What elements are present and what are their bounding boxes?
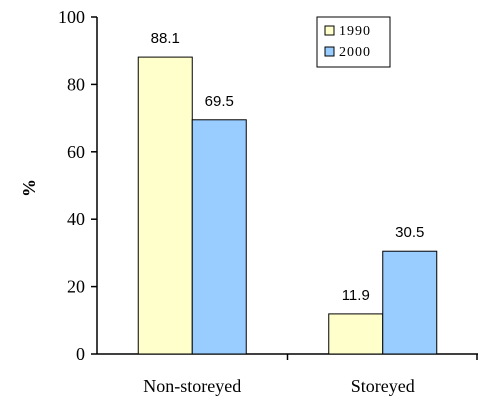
bars	[137, 56, 438, 355]
data-label: 11.9	[342, 287, 370, 304]
bar-2000-1	[382, 250, 438, 355]
legend-swatch	[324, 25, 335, 36]
y-tick-label: 20	[67, 277, 85, 297]
legend: 1990 2000	[316, 16, 391, 68]
legend-label: 2000	[339, 45, 371, 60]
y-tick-label: 0	[76, 344, 85, 364]
legend-swatch	[324, 46, 335, 57]
y-tick-label: 100	[58, 7, 85, 27]
bar-1990-1	[328, 313, 384, 355]
legend-box	[316, 16, 391, 68]
x-category-label: Storeyed	[351, 376, 415, 396]
y-tick-label: 40	[67, 209, 85, 229]
data-label: 69.5	[205, 93, 234, 110]
data-labels: 88.1 69.5 11.9 30.5	[151, 30, 425, 304]
bar-2000-0	[191, 119, 247, 355]
bar-1990-0	[137, 56, 193, 355]
y-tick-label: 60	[67, 142, 85, 162]
x-category-label: Non-storeyed	[143, 376, 241, 396]
y-tick-label: 80	[67, 74, 85, 94]
data-label: 88.1	[151, 30, 180, 47]
y-axis-label: %	[19, 179, 39, 197]
legend-label: 1990	[339, 24, 371, 39]
data-label: 30.5	[395, 224, 424, 241]
axes: 0 20 40 60 80 100 Non-storeyed Storeyed	[58, 7, 478, 396]
